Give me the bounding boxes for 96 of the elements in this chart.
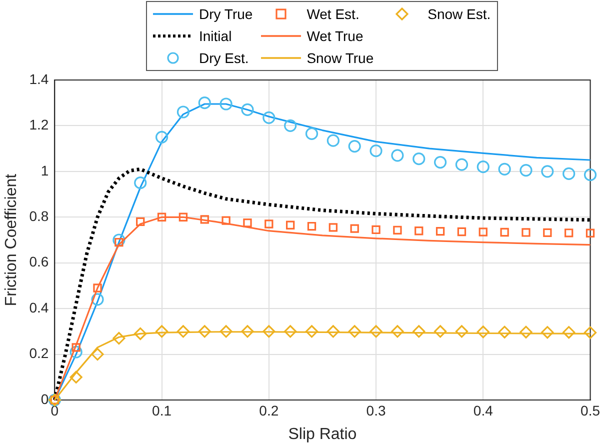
point bbox=[305, 325, 318, 338]
point bbox=[412, 152, 426, 166]
point bbox=[370, 325, 382, 338]
point bbox=[220, 98, 232, 110]
point bbox=[176, 325, 190, 338]
point bbox=[241, 103, 254, 116]
y-tick-label: 0.6 bbox=[29, 254, 49, 270]
point bbox=[498, 326, 511, 338]
point bbox=[198, 325, 211, 338]
point bbox=[198, 96, 211, 110]
point bbox=[562, 167, 576, 180]
point bbox=[412, 325, 426, 338]
point bbox=[307, 222, 316, 231]
legend-label: Snow Est. bbox=[428, 6, 491, 22]
x-tick-label: 0.2 bbox=[259, 402, 279, 418]
point bbox=[522, 228, 530, 237]
point bbox=[350, 224, 359, 233]
point bbox=[476, 326, 490, 338]
point bbox=[457, 227, 466, 236]
point bbox=[476, 160, 490, 174]
point bbox=[348, 140, 361, 153]
point bbox=[326, 325, 340, 338]
point bbox=[262, 111, 276, 124]
y-axis-title: Friction Coefficient bbox=[3, 173, 20, 306]
y-tick-label: 1.2 bbox=[29, 116, 49, 133]
point bbox=[305, 127, 318, 140]
point bbox=[498, 162, 511, 176]
x-tick-label: 0.5 bbox=[580, 402, 600, 418]
legend-label: Dry Est. bbox=[199, 50, 249, 66]
y-tick-label: 0.2 bbox=[29, 345, 49, 362]
point bbox=[91, 293, 104, 306]
point bbox=[262, 325, 276, 338]
point bbox=[348, 325, 361, 338]
point bbox=[134, 176, 147, 190]
point bbox=[370, 144, 382, 158]
point bbox=[328, 223, 338, 232]
point bbox=[541, 326, 554, 339]
point bbox=[286, 220, 295, 230]
x-axis-title: Slip Ratio bbox=[288, 426, 357, 443]
point bbox=[584, 326, 597, 339]
y-tick-label: 1 bbox=[40, 162, 49, 178]
point bbox=[284, 325, 297, 338]
point bbox=[391, 149, 404, 162]
point bbox=[434, 156, 447, 169]
legend-label: Dry True bbox=[199, 6, 253, 22]
point bbox=[478, 228, 488, 236]
point bbox=[562, 326, 576, 339]
point bbox=[220, 325, 232, 338]
point bbox=[93, 284, 102, 292]
y-tick-label: 1.4 bbox=[29, 70, 49, 87]
point bbox=[241, 325, 254, 338]
point bbox=[500, 228, 509, 237]
legend-label: Initial bbox=[199, 28, 232, 44]
point bbox=[176, 106, 190, 118]
x-tick-label: 0 bbox=[50, 402, 59, 418]
legend-label: Snow True bbox=[306, 50, 374, 66]
point bbox=[455, 158, 468, 171]
x-tick-label: 0.4 bbox=[473, 402, 494, 418]
point bbox=[157, 212, 166, 222]
point bbox=[541, 165, 554, 178]
point bbox=[326, 134, 340, 147]
point bbox=[391, 325, 404, 338]
point bbox=[520, 326, 532, 338]
y-tick-label: 0.4 bbox=[29, 299, 49, 316]
point bbox=[393, 226, 402, 235]
point bbox=[586, 228, 595, 238]
point bbox=[70, 370, 82, 384]
legend-label: Wet True bbox=[306, 28, 364, 44]
point bbox=[134, 327, 147, 340]
point bbox=[178, 212, 188, 222]
point bbox=[112, 332, 126, 345]
point bbox=[455, 325, 468, 338]
point bbox=[91, 348, 104, 361]
point bbox=[155, 325, 168, 338]
point bbox=[112, 234, 126, 246]
point bbox=[436, 226, 445, 236]
point bbox=[222, 216, 230, 225]
point bbox=[520, 164, 532, 177]
y-tick-label: 0 bbox=[40, 390, 49, 407]
point bbox=[200, 215, 209, 224]
point bbox=[434, 325, 447, 338]
y-tick-label: 0.8 bbox=[29, 208, 49, 224]
point bbox=[264, 220, 274, 228]
point bbox=[136, 217, 145, 226]
point bbox=[543, 228, 552, 238]
x-tick-label: 0.1 bbox=[152, 402, 172, 418]
point bbox=[70, 346, 82, 358]
point bbox=[284, 119, 297, 132]
point bbox=[414, 226, 424, 236]
point bbox=[155, 130, 168, 144]
point bbox=[584, 168, 597, 182]
x-tick-label: 0.3 bbox=[366, 402, 386, 418]
point bbox=[564, 228, 574, 238]
point bbox=[243, 218, 252, 228]
legend-label: Wet Est. bbox=[306, 6, 360, 22]
point bbox=[372, 225, 380, 234]
